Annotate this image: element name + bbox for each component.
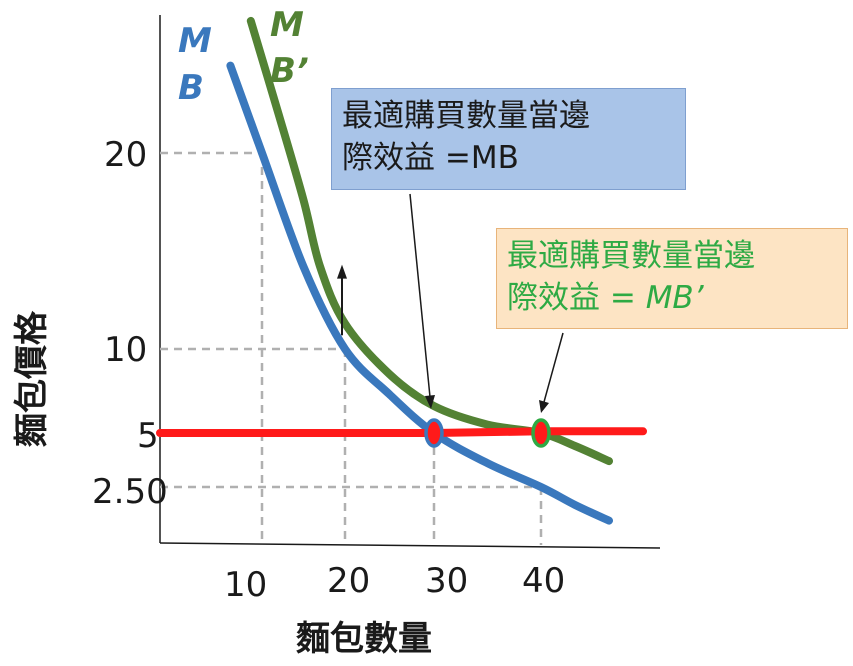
equilibrium-point — [531, 418, 551, 448]
y-tick-label: 5 — [137, 416, 159, 456]
x-tick-label: 30 — [425, 561, 468, 601]
annotation-text: 際效益 = — [507, 280, 646, 316]
mb-curve — [226, 61, 613, 525]
price-line — [156, 427, 647, 437]
annotation-mb-prime: 最適購買數量當邊 際效益 = MB’ — [496, 228, 848, 329]
y-axis-title: 麵包價格 — [12, 310, 52, 447]
annotation-line: 最適購買數量當邊 — [507, 238, 755, 274]
x-tick-label: 40 — [522, 561, 565, 601]
y-tick-label: 20 — [104, 135, 147, 175]
annotation-line: 際效益 = MB’ — [507, 277, 837, 319]
mb-prime-curve-label: B’ — [270, 51, 309, 91]
x-tick-label: 20 — [327, 561, 370, 601]
annotation-mb: 最適購買數量當邊 際效益 =MB — [331, 88, 686, 190]
x-tick-label: 10 — [224, 565, 267, 605]
arrowhead-icon — [425, 395, 435, 409]
arrowhead-icon — [337, 264, 347, 279]
mb-curve-label: M — [178, 21, 212, 61]
annotation-text: MB’ — [645, 280, 704, 316]
callout-pointer-arrow — [409, 193, 431, 398]
guide-lines — [160, 151, 543, 545]
annotation-line: 際效益 =MB — [342, 140, 519, 176]
mb-prime-curve-label: M — [270, 5, 304, 45]
mb-curve-label: B — [178, 68, 204, 108]
equilibrium-point — [424, 418, 444, 448]
arrowhead-icon — [539, 400, 549, 413]
y-tick-label: 2.50 — [92, 472, 168, 512]
markers — [337, 264, 551, 448]
x-axis-title: 麵包數量 — [296, 619, 432, 659]
annotation-line: 最適購買數量當邊 — [342, 98, 590, 134]
callout-pointer-arrow — [543, 332, 564, 403]
x-axis — [159, 542, 661, 549]
y-tick-label: 10 — [104, 330, 147, 370]
